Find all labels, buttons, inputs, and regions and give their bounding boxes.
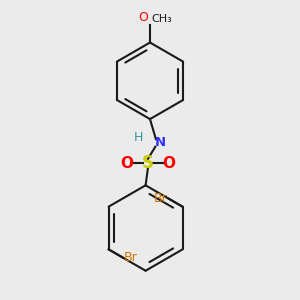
Text: Br: Br <box>153 192 167 205</box>
Text: N: N <box>154 136 166 149</box>
Text: CH₃: CH₃ <box>152 14 172 24</box>
Text: O: O <box>163 156 176 171</box>
Text: O: O <box>120 156 133 171</box>
Text: S: S <box>142 154 154 172</box>
Text: H: H <box>134 131 143 144</box>
Text: Br: Br <box>124 251 138 264</box>
Text: O: O <box>139 11 148 24</box>
